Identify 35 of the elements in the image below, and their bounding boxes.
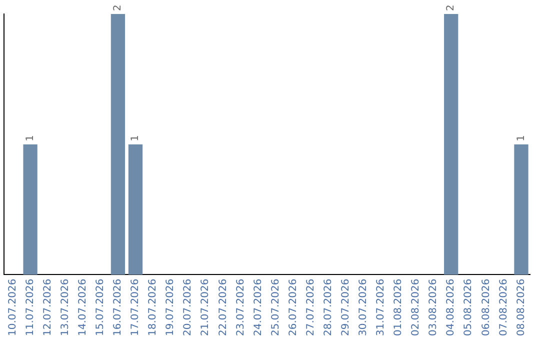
- x-tick-label: 25.07.2026: [270, 278, 282, 336]
- x-tick-label: 23.07.2026: [235, 278, 246, 336]
- data-label: 1: [516, 134, 527, 142]
- x-tick-label: 26.07.2026: [288, 278, 299, 336]
- x-tick-label: 18.07.2026: [148, 278, 159, 336]
- x-tick-label: 14.07.2026: [77, 278, 88, 336]
- x-tick-label: 19.07.2026: [165, 278, 176, 336]
- x-tick-label: 02.08.2026: [410, 278, 422, 336]
- x-tick-label: 01.08.2026: [393, 278, 404, 336]
- data-label: 1: [24, 134, 36, 142]
- x-tick-label: 16.07.2026: [112, 278, 124, 336]
- data-label: 2: [446, 4, 457, 11]
- x-tick-label: 11.07.2026: [24, 278, 36, 336]
- x-tick-label: 21.07.2026: [200, 278, 212, 336]
- x-tick-label: 29.07.2026: [340, 278, 352, 336]
- x-tick-label: 28.07.2026: [322, 278, 334, 336]
- x-tick-label: 08.08.2026: [516, 278, 527, 336]
- data-label: 1: [130, 134, 142, 142]
- data-label: 2: [112, 4, 124, 11]
- x-tick-label: 12.07.2026: [42, 278, 54, 336]
- x-tick-label: 04.08.2026: [446, 278, 457, 336]
- x-tick-label: 06.08.2026: [480, 278, 492, 336]
- x-tick-label: 27.07.2026: [305, 278, 316, 336]
- x-tick-label: 05.08.2026: [463, 278, 474, 336]
- x-tick-label: 03.08.2026: [428, 278, 440, 336]
- x-tick-label: 15.07.2026: [95, 278, 106, 336]
- x-tick-label: 17.07.2026: [130, 278, 142, 336]
- x-tick-label: 10.07.2026: [7, 278, 18, 336]
- x-tick-label: 22.07.2026: [218, 278, 229, 336]
- x-tick-label: 30.07.2026: [358, 278, 370, 336]
- x-tick-label: 24.07.2026: [252, 278, 264, 336]
- x-tick-label: 13.07.2026: [60, 278, 71, 336]
- x-tick-label: 31.07.2026: [376, 278, 387, 336]
- x-tick-label: 20.07.2026: [182, 278, 194, 336]
- x-tick-label: 07.08.2026: [498, 278, 510, 336]
